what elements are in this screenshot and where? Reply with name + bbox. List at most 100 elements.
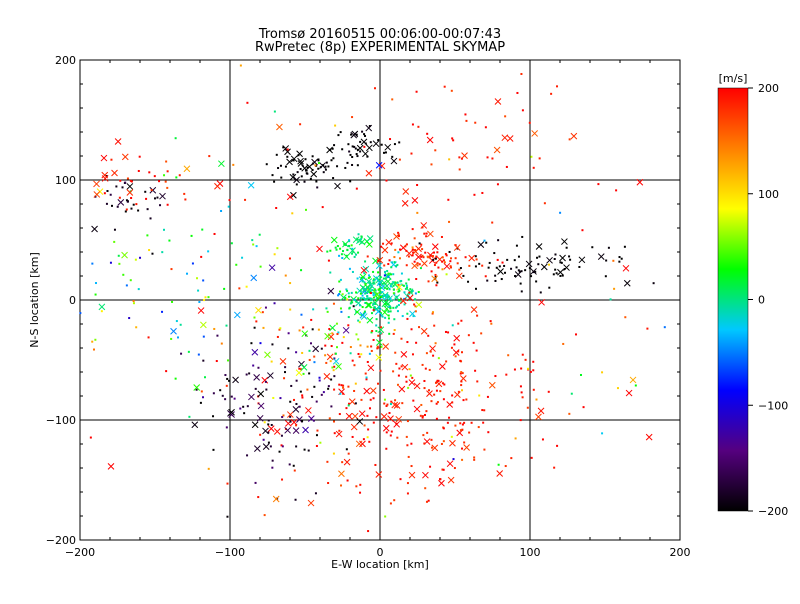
x-marker	[374, 294, 382, 302]
dot-marker	[392, 281, 395, 284]
x-marker	[272, 495, 280, 503]
x-marker	[563, 264, 570, 271]
dot-marker	[94, 282, 97, 285]
dot-marker	[451, 324, 454, 327]
dot-marker	[366, 155, 369, 158]
dot-marker	[356, 148, 359, 151]
dot-marker	[432, 258, 435, 261]
dot-marker	[340, 384, 343, 387]
x-marker	[446, 460, 454, 468]
dot-marker	[280, 444, 283, 447]
dot-marker	[426, 132, 429, 135]
dot-marker	[475, 287, 478, 290]
dot-marker	[359, 150, 362, 153]
dot-marker	[283, 377, 286, 380]
dot-marker	[299, 368, 302, 371]
dot-marker	[411, 228, 414, 231]
dot-marker	[359, 297, 362, 300]
dot-marker	[366, 295, 369, 298]
dot-marker	[418, 263, 421, 266]
dot-marker	[165, 370, 168, 373]
dot-marker	[178, 174, 181, 177]
y-axis-label: N-S location [km]	[28, 252, 41, 348]
dot-marker	[445, 273, 448, 276]
dot-marker	[224, 374, 227, 377]
dot-marker	[357, 251, 360, 254]
dot-marker	[448, 250, 451, 253]
dot-marker	[220, 209, 223, 212]
dot-marker	[418, 326, 421, 329]
dot-marker	[461, 423, 464, 426]
dot-marker	[460, 319, 463, 322]
dot-marker	[404, 287, 407, 290]
dot-marker	[355, 485, 358, 488]
dot-marker	[363, 310, 366, 313]
x-marker	[296, 150, 303, 158]
dot-marker	[405, 435, 408, 438]
dot-marker	[406, 420, 409, 423]
dot-marker	[419, 414, 422, 417]
dot-marker	[605, 259, 608, 262]
dot-marker	[382, 151, 385, 154]
dot-marker	[359, 483, 362, 486]
dot-marker	[359, 238, 362, 241]
dot-marker	[368, 440, 371, 443]
dot-marker	[517, 269, 520, 272]
dot-marker	[459, 359, 462, 362]
dot-marker	[334, 246, 337, 249]
dot-marker	[394, 306, 397, 309]
dot-marker	[319, 166, 322, 169]
x-marker	[376, 339, 383, 346]
dot-marker	[359, 292, 362, 295]
dot-marker	[450, 257, 453, 260]
dot-marker	[344, 166, 347, 169]
dot-marker	[353, 364, 356, 367]
dot-marker	[561, 274, 564, 277]
x-marker	[197, 307, 205, 314]
dot-marker	[267, 441, 270, 444]
dot-marker	[326, 250, 329, 253]
dot-marker	[298, 329, 301, 332]
dot-marker	[444, 253, 447, 256]
dot-marker	[383, 402, 386, 405]
dot-marker	[310, 342, 313, 345]
x-marker	[398, 385, 406, 393]
x-marker	[248, 393, 255, 401]
dot-marker	[530, 275, 533, 278]
dot-marker	[279, 164, 282, 167]
dot-marker	[445, 360, 448, 363]
dot-marker	[460, 380, 463, 383]
x-marker	[411, 262, 418, 270]
dot-marker	[289, 282, 292, 285]
dot-marker	[150, 189, 153, 192]
dot-marker	[388, 295, 391, 298]
dot-marker	[307, 449, 310, 452]
dot-marker	[411, 353, 414, 356]
x-marker	[335, 430, 343, 438]
x-marker	[363, 387, 371, 395]
dot-marker	[242, 405, 245, 408]
dot-marker	[370, 312, 373, 315]
dot-marker	[521, 396, 524, 399]
dot-marker	[289, 400, 292, 403]
dot-marker	[208, 155, 211, 158]
dot-marker	[343, 242, 346, 245]
dot-marker	[359, 344, 362, 347]
x-marker	[330, 236, 338, 244]
dot-marker	[393, 318, 396, 321]
dot-marker	[338, 383, 341, 386]
x-marker	[297, 160, 305, 167]
x-marker	[307, 499, 315, 507]
dot-marker	[94, 293, 97, 296]
dot-marker	[467, 280, 470, 283]
dot-marker	[396, 310, 399, 313]
dot-marker	[322, 171, 325, 174]
dot-marker	[388, 305, 391, 308]
dot-marker	[117, 254, 120, 257]
dot-marker	[568, 255, 571, 258]
dot-marker	[318, 376, 321, 379]
dot-marker	[370, 331, 373, 334]
dot-marker	[159, 204, 162, 207]
dot-marker	[347, 404, 350, 407]
